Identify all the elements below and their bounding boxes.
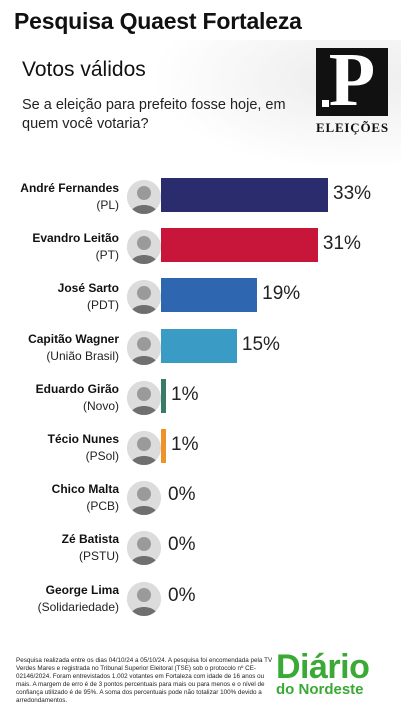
bar-evandro-leitao	[161, 228, 318, 263]
candidate-name: André Fernandes	[20, 181, 119, 195]
candidate-name: Eduardo Girão	[35, 381, 119, 396]
candidate-photo-icon	[127, 180, 161, 214]
page-subtitle: Votos válidos	[22, 58, 146, 81]
value-label: 31%	[322, 233, 361, 255]
candidate-name: George Lima	[45, 582, 119, 597]
chart-row-george-lima: George Lima (Solidariedade) 0%	[0, 580, 401, 620]
candidate-name: Técio Nunes	[47, 432, 119, 446]
chart-row-tecio-nunes: Técio Nunes (PSol) 1%	[0, 429, 401, 469]
value-label: 1%	[171, 434, 199, 455]
candidate-party: (Novo)	[82, 398, 119, 413]
eleicoes-logo: P ELEIÇÕES	[316, 42, 389, 138]
chart-row-capitao-wagner: Capitão Wagner (União Brasil) 15%	[0, 328, 401, 369]
chart-row-jose-sarto: José Sarto (PDT) 19%	[0, 278, 401, 318]
chart-row-andre-fernandes: André Fernandes (PL) 33%	[0, 178, 401, 218]
candidate-photo-icon	[127, 481, 161, 516]
candidate-photo-icon	[127, 230, 161, 265]
candidate-party: (PCB)	[86, 499, 119, 514]
candidate-party: (PSol)	[85, 449, 119, 463]
value-label: 0%	[168, 484, 196, 506]
bar-andre-fernandes	[161, 178, 328, 212]
candidate-name: José Sarto	[57, 281, 119, 296]
survey-question: Se a eleição para prefeito fosse hoje, e…	[22, 97, 286, 132]
diario-do-nordeste-logo: Diário do Nordeste	[276, 650, 396, 698]
chart-row-eduardo-girao: Eduardo Girão (Novo) 1%	[0, 378, 401, 419]
brand-line-1: Diário	[276, 648, 370, 686]
candidate-photo-icon	[127, 330, 161, 365]
candidate-party: (PT)	[95, 248, 119, 263]
candidate-photo-icon	[127, 581, 161, 616]
value-label: 0%	[168, 534, 196, 556]
candidate-party: (Solidariedade)	[37, 599, 119, 614]
chart-row-chico-malta: Chico Malta (PCB) 0%	[0, 479, 401, 519]
p-logo-icon: P	[316, 42, 388, 118]
brand-line-2: do Nordeste	[276, 681, 364, 698]
methodology-note: Pesquisa realizada entre os dias 04/10/2…	[16, 657, 273, 704]
value-label: 19%	[262, 283, 301, 305]
logo-label: ELEIÇÕES	[316, 120, 389, 135]
candidate-photo-icon	[127, 531, 161, 566]
candidate-party: (PDT)	[87, 298, 119, 313]
value-label: 1%	[171, 383, 199, 405]
bar-capitao-wagner	[161, 328, 237, 363]
candidate-name: Evandro Leitão	[32, 231, 119, 246]
bar-jose-sarto	[161, 278, 258, 313]
candidate-party: (PSTU)	[79, 549, 119, 564]
value-label: 15%	[241, 333, 280, 355]
candidate-photo-icon	[127, 431, 161, 465]
bar-eduardo-girao	[161, 378, 167, 413]
candidate-name: Chico Malta	[51, 482, 119, 497]
candidate-party: (União Brasil)	[46, 348, 119, 363]
bar-tecio-nunes	[161, 429, 167, 463]
candidate-photo-icon	[127, 380, 161, 415]
candidate-name: Capitão Wagner	[28, 331, 119, 346]
chart-row-ze-batista: Zé Batista (PSTU) 0%	[0, 529, 401, 569]
value-label: 0%	[168, 584, 196, 606]
page-title: Pesquisa Quaest Fortaleza	[14, 8, 302, 34]
value-label: 33%	[333, 183, 372, 204]
chart-row-evandro-leitao: Evandro Leitão (PT) 31%	[0, 228, 401, 268]
candidate-photo-icon	[127, 280, 161, 315]
candidate-name: Zé Batista	[61, 532, 119, 547]
candidate-party: (PL)	[96, 198, 119, 212]
